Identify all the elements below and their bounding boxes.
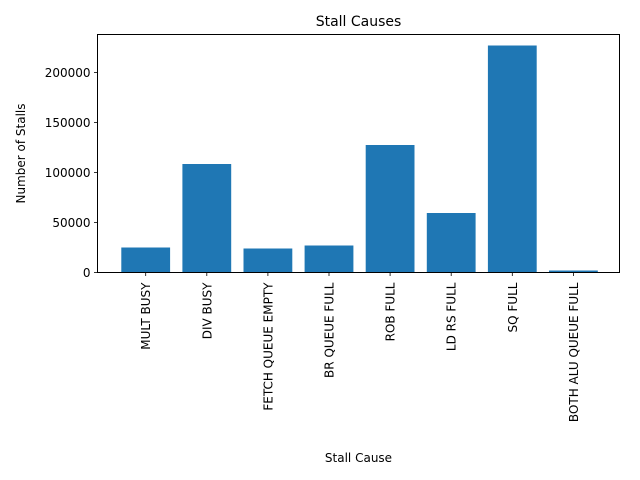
y-axis-label: Number of Stalls xyxy=(14,104,28,204)
x-tick-label: FETCH QUEUE EMPTY xyxy=(261,282,275,411)
bar-fetch-queue-empty xyxy=(243,248,293,273)
chart-title: Stall Causes xyxy=(316,14,402,30)
y-tick-label: 200000 xyxy=(45,66,91,80)
y-tick-label: 150000 xyxy=(45,116,91,130)
x-tick-label: MULT BUSY xyxy=(139,282,153,350)
bar-mult-busy xyxy=(121,247,171,273)
x-tick-label: SQ FULL xyxy=(506,282,520,332)
plot-frame xyxy=(97,34,620,273)
bar-both-alu-queue-full xyxy=(549,270,598,273)
y-axis-ticks: 0 50000 100000 150000 200000 xyxy=(45,66,98,280)
x-tick-label: LD RS FULL xyxy=(445,282,459,351)
x-axis-ticks: MULT BUSY DIV BUSY FETCH QUEUE EMPTY BR QUE… xyxy=(139,272,581,422)
bar-br-queue-full xyxy=(304,245,354,273)
bars-group xyxy=(121,45,598,273)
y-tick-label: 0 xyxy=(83,266,91,280)
x-tick-label: ROB FULL xyxy=(384,282,398,341)
x-tick-label: BOTH ALU QUEUE FULL xyxy=(567,282,581,422)
bar-div-busy xyxy=(182,164,232,273)
x-tick-label: BR QUEUE FULL xyxy=(323,282,337,378)
bar-ld-rs-full xyxy=(426,213,476,273)
bar-sq-full xyxy=(487,45,537,273)
x-axis-label: Stall Cause xyxy=(325,451,392,465)
y-tick-label: 100000 xyxy=(45,166,91,180)
x-tick-label: DIV BUSY xyxy=(200,282,214,339)
y-tick-label: 50000 xyxy=(52,216,90,230)
bar-rob-full xyxy=(365,145,415,273)
